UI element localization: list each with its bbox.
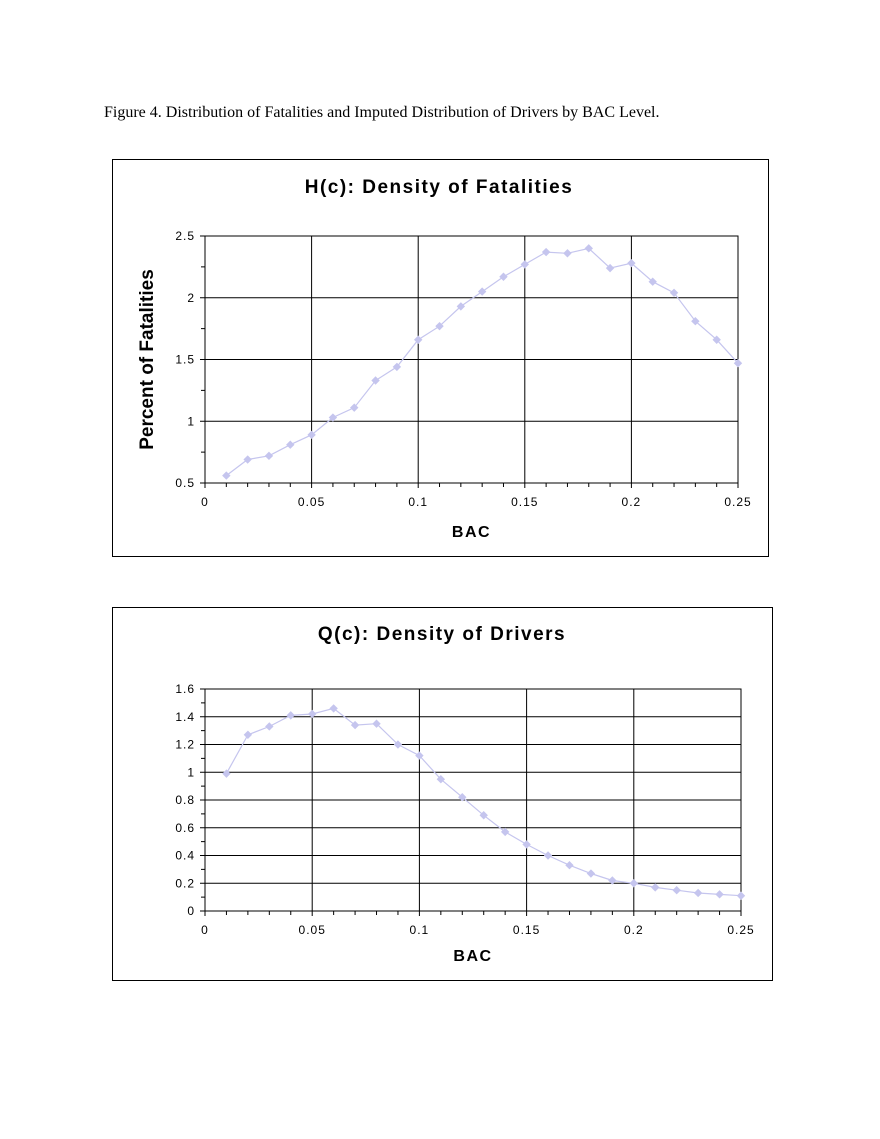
fatalities-chart-frame: H(c): Density of Fatalities 0.5 1 1.5 2 2.5 0 0…: [112, 159, 769, 557]
drivers-y-tick-label: 0.6: [175, 821, 195, 835]
fatalities-chart-title: H(c): Density of Fatalities: [305, 177, 574, 198]
fatalities-data-point: [712, 335, 721, 344]
drivers-data-point: [672, 885, 681, 895]
drivers-data-point: [522, 840, 531, 849]
drivers-x-tick-label: 0.15: [513, 923, 540, 937]
fatalities-data-point: [733, 358, 743, 368]
fatalities-data-point: [456, 302, 466, 311]
fatalities-data-point: [648, 277, 657, 286]
fatalities-x-tick-label: 0.1: [408, 495, 428, 509]
fatalities-y-tick-label: 2: [187, 291, 195, 305]
drivers-data-point: [393, 740, 403, 749]
fatalities-data-point: [477, 287, 487, 296]
fatalities-x-tick-label: 0.25: [724, 495, 751, 509]
drivers-chart: Q(c): Density of Drivers 0 0.2 0.4 0.6 0.8 1 1.…: [175, 624, 754, 965]
drivers-y-tick-label: 0.8: [175, 793, 195, 807]
fatalities-data-point: [627, 258, 636, 268]
drivers-y-tick-label: 0.4: [175, 849, 195, 863]
fatalities-x-tick-label: 0.2: [622, 495, 642, 509]
drivers-x-tick-label: 0.1: [410, 923, 430, 937]
fatalities-y-tick-label: 2.5: [175, 229, 195, 243]
drivers-data-point: [565, 861, 574, 870]
fatalities-data-point: [392, 362, 402, 372]
fatalities-data-point: [243, 455, 252, 464]
drivers-x-tick-label: 0: [201, 923, 209, 937]
drivers-chart-frame: Q(c): Density of Drivers 0 0.2 0.4 0.6 0.8 1 1.…: [112, 607, 773, 981]
figure-caption: Figure 4. Distribution of Fatalities and…: [104, 104, 660, 121]
fatalities-data-point: [371, 376, 380, 385]
drivers-data-point: [715, 890, 724, 899]
fatalities-x-tick-label: 0.15: [511, 495, 538, 509]
fatalities-x-axis-label: BAC: [452, 524, 491, 541]
drivers-y-tick-label: 0: [187, 904, 195, 918]
drivers-data-point: [500, 827, 510, 837]
drivers-data-point: [222, 769, 231, 778]
drivers-data-point: [543, 851, 553, 860]
fatalities-data-point: [669, 288, 679, 298]
drivers-data-point: [415, 751, 424, 760]
drivers-data-point: [329, 704, 338, 713]
fatalities-data-point: [328, 413, 338, 422]
fatalities-data-point: [413, 335, 423, 344]
fatalities-data-point: [584, 244, 593, 253]
drivers-data-point: [286, 711, 295, 720]
drivers-data-point: [651, 883, 660, 892]
drivers-data-point: [243, 730, 253, 739]
drivers-data-point: [458, 793, 467, 802]
fatalities-y-axis-label: Percent of Fatalities: [137, 269, 158, 450]
drivers-x-tick-label: 0.05: [299, 923, 326, 937]
drivers-data-point: [350, 720, 360, 730]
drivers-x-tick-label: 0.25: [727, 923, 754, 937]
drivers-data-point: [436, 774, 446, 784]
drivers-y-tick-label: 1.6: [175, 682, 195, 696]
drivers-y-tick-label: 0.2: [175, 876, 195, 890]
drivers-data-point: [736, 891, 746, 900]
fatalities-x-tick-label: 0: [201, 495, 209, 509]
drivers-data-point: [479, 811, 488, 820]
fatalities-series-line: [225, 247, 739, 477]
drivers-y-tick-label: 1.2: [175, 738, 195, 752]
drivers-data-point: [265, 722, 274, 731]
drivers-x-axis-label: BAC: [453, 948, 492, 965]
fatalities-data-point: [307, 430, 316, 440]
fatalities-data-point: [499, 272, 508, 281]
drivers-y-tick-label: 1.4: [175, 710, 195, 724]
fatalities-x-tick-label: 0.05: [298, 495, 325, 509]
drivers-series-line: [225, 707, 742, 897]
fatalities-data-point: [520, 260, 530, 269]
drivers-data-point: [693, 888, 703, 898]
fatalities-data-point: [222, 471, 231, 480]
fatalities-data-point: [435, 321, 444, 331]
fatalities-data-point: [605, 263, 615, 273]
fatalities-y-tick-label: 0.5: [175, 476, 195, 490]
drivers-data-point: [307, 709, 317, 719]
drivers-data-point: [372, 719, 381, 728]
drivers-data-point: [608, 876, 617, 885]
drivers-data-point: [629, 879, 639, 888]
fatalities-data-point: [541, 247, 551, 257]
drivers-chart-title: Q(c): Density of Drivers: [318, 624, 566, 645]
fatalities-y-tick-label: 1: [187, 414, 195, 428]
fatalities-data-point: [563, 249, 572, 258]
drivers-y-tick-label: 1: [187, 765, 195, 779]
drivers-data-point: [586, 869, 596, 878]
fatalities-data-point: [286, 440, 295, 449]
fatalities-data-point: [264, 451, 274, 461]
fatalities-data-point: [691, 317, 700, 326]
fatalities-y-tick-label: 1.5: [175, 353, 195, 367]
fatalities-data-point: [350, 403, 359, 412]
drivers-x-tick-label: 0.2: [624, 923, 644, 937]
fatalities-chart: H(c): Density of Fatalities 0.5 1 1.5 2 2.5 0 0…: [137, 177, 751, 541]
